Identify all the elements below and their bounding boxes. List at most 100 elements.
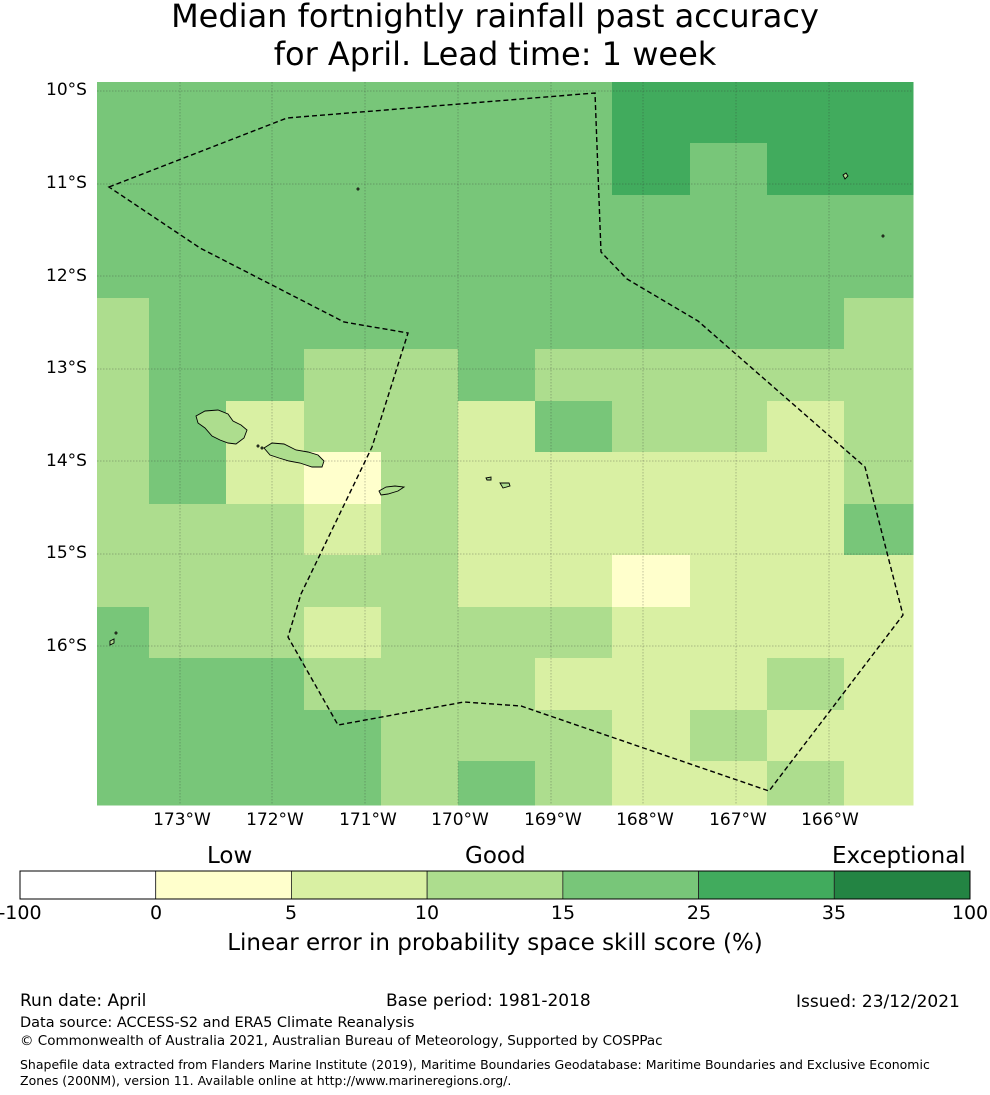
grid-cell xyxy=(690,349,768,402)
grid-cell xyxy=(612,555,691,608)
grid-cell xyxy=(304,555,382,608)
lon-label-166w: 166°W xyxy=(801,810,859,830)
grid-cell xyxy=(767,555,845,608)
grid-cell xyxy=(149,607,227,659)
grid-cell xyxy=(458,247,536,299)
lon-label-167w: 167°W xyxy=(709,810,767,830)
grid-cell xyxy=(844,143,914,196)
grid-cell xyxy=(690,452,768,505)
grid-cell xyxy=(149,761,227,806)
grid-cell xyxy=(535,555,613,608)
grid-cell xyxy=(226,710,305,762)
lat-label-13s: 13°S xyxy=(46,358,87,378)
grid-cell xyxy=(535,607,613,659)
grid-cell xyxy=(535,298,613,350)
colorbar-tick-35: 35 xyxy=(821,902,847,924)
grid-cell xyxy=(690,761,768,806)
grid-cell xyxy=(535,195,613,248)
grid-cell xyxy=(304,504,382,556)
grid-cell xyxy=(458,195,536,248)
lat-label-16s: 16°S xyxy=(46,636,87,656)
grid-cell xyxy=(612,710,691,762)
grid-cell xyxy=(458,82,536,144)
grid-cell xyxy=(381,761,459,806)
grid-cell xyxy=(767,82,845,144)
lat-label-15s: 15°S xyxy=(46,543,87,563)
grid-cell xyxy=(304,247,382,299)
lon-label-172w: 172°W xyxy=(246,810,304,830)
grid-cell xyxy=(226,504,305,556)
grid-cell xyxy=(612,658,691,711)
colorbar-segment xyxy=(833,870,971,900)
grid-cell xyxy=(97,658,150,711)
grid-cell xyxy=(535,710,613,762)
category-good: Good xyxy=(465,843,526,869)
grid-cell xyxy=(690,195,768,248)
grid-cell xyxy=(304,349,382,402)
grid-cell xyxy=(458,607,536,659)
grid-cell xyxy=(304,82,382,144)
grid-cell xyxy=(381,710,459,762)
lat-label-11s: 11°S xyxy=(46,173,87,193)
grid-cell xyxy=(844,658,914,711)
savaii-island xyxy=(195,409,248,445)
grid-cell xyxy=(767,349,845,402)
grid-cell xyxy=(690,607,768,659)
grid-cell xyxy=(149,82,227,144)
grid-cell xyxy=(381,658,459,711)
colorbar-tick-10: 10 xyxy=(414,902,440,924)
grid-cell xyxy=(767,452,845,505)
grid-cell xyxy=(612,247,691,299)
grid-cell xyxy=(149,298,227,350)
tau-island xyxy=(499,482,511,489)
grid-cell xyxy=(458,401,536,453)
grid-cell xyxy=(381,401,459,453)
grid-cell xyxy=(458,143,536,196)
grid-cell xyxy=(535,349,613,402)
grid-cell xyxy=(458,710,536,762)
grid-cell xyxy=(767,658,845,711)
colorbar-tick-neg100: -100 xyxy=(0,902,42,924)
grid-cell xyxy=(844,401,914,453)
colorbar-segment xyxy=(698,870,835,900)
grid-cell xyxy=(844,82,914,144)
colorbar-tick-100: 100 xyxy=(951,902,989,924)
grid-cell xyxy=(690,658,768,711)
lon-label-170w: 170°W xyxy=(431,810,489,830)
grid-cell xyxy=(535,452,613,505)
grid-cell xyxy=(767,710,845,762)
issued-date: Issued: 23/12/2021 xyxy=(796,992,960,1012)
grid-cell xyxy=(226,143,305,196)
grid-cell xyxy=(226,82,305,144)
tokelau-islet-a xyxy=(842,172,849,180)
grid-cell xyxy=(97,195,150,248)
grid-cell xyxy=(97,349,150,402)
grid-cell xyxy=(844,761,914,806)
grid-cell xyxy=(97,555,150,608)
lat-label-14s: 14°S xyxy=(46,451,87,471)
grid-cell xyxy=(304,143,382,196)
grid-cell xyxy=(844,298,914,350)
grid-cell xyxy=(767,247,845,299)
grid-cell xyxy=(612,195,691,248)
grid-cell xyxy=(226,761,305,806)
grid-cell xyxy=(381,555,459,608)
grid-cell xyxy=(226,349,305,402)
grid-cell xyxy=(690,82,768,144)
grid-cell xyxy=(149,555,227,608)
grid-cell xyxy=(149,710,227,762)
grid-cell xyxy=(97,401,150,453)
grid-cell xyxy=(767,504,845,556)
grid-cell xyxy=(381,298,459,350)
grid-cell xyxy=(97,82,150,144)
colorbar-label: Linear error in probability space skill … xyxy=(227,930,763,956)
grid-cell xyxy=(844,555,914,608)
graticule xyxy=(97,82,913,805)
colorbar-tick-25: 25 xyxy=(686,902,712,924)
lon-label-168w: 168°W xyxy=(616,810,674,830)
samoa-islands xyxy=(109,172,885,646)
grid-cell xyxy=(149,658,227,711)
grid-cell xyxy=(458,761,536,806)
grid-cell xyxy=(767,607,845,659)
colorbar xyxy=(19,870,971,900)
